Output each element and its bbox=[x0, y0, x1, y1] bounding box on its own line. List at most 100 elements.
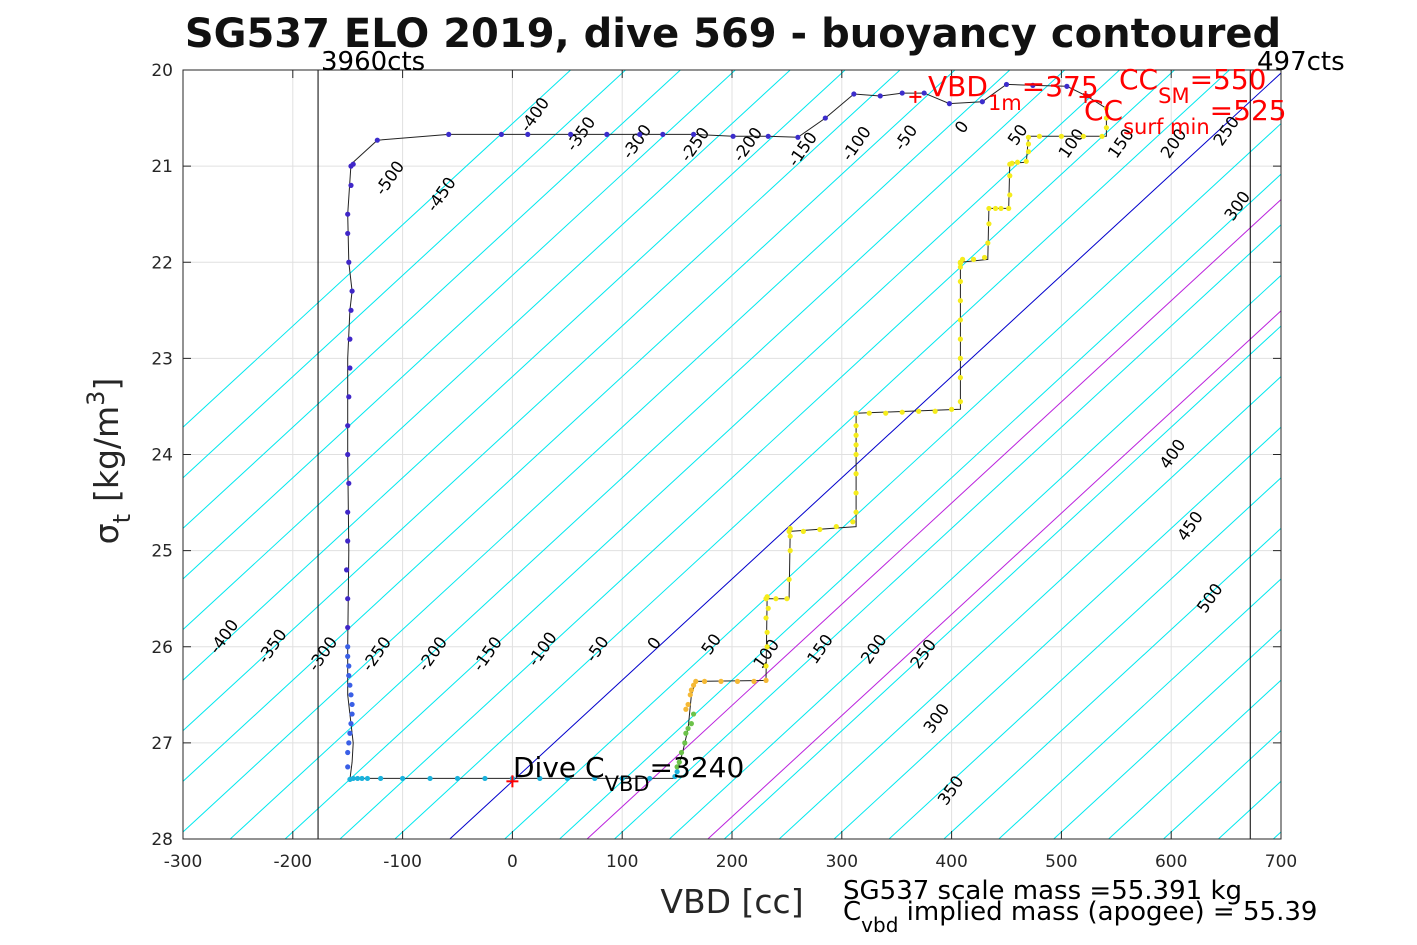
x-tick-label: -200 bbox=[274, 852, 313, 872]
data-point bbox=[374, 137, 380, 143]
y-axis-label-main: [kg/m bbox=[87, 406, 126, 502]
dive-cvbd-prefix: Dive C bbox=[513, 751, 605, 784]
axis-ticks: -300 -200 -100 0 100 200 300 400 500 600 700 20 21 22… bbox=[151, 61, 1297, 872]
data-point bbox=[482, 775, 488, 782]
vbd-1m-value: =375 bbox=[1022, 70, 1099, 103]
data-point bbox=[446, 131, 452, 138]
data-point bbox=[949, 406, 955, 412]
data-point bbox=[957, 336, 963, 342]
buoyancy-contour-line bbox=[284, 70, 1120, 839]
cc-sm-value: =550 bbox=[1190, 63, 1267, 96]
data-point bbox=[957, 355, 963, 361]
data-point bbox=[764, 629, 770, 635]
data-point bbox=[345, 653, 351, 659]
y-axis-label-close: ] bbox=[87, 378, 126, 391]
data-point bbox=[1023, 158, 1029, 164]
y-tick-label: 21 bbox=[151, 157, 173, 177]
buoyancy-contour-line bbox=[183, 70, 901, 732]
y-axis-label: σt [kg/m3] bbox=[82, 378, 136, 545]
data-point bbox=[959, 256, 966, 262]
data-point bbox=[957, 264, 963, 270]
right-limit-label: 497cts bbox=[1257, 47, 1345, 77]
y-tick-label: 22 bbox=[151, 253, 173, 273]
data-point bbox=[1058, 133, 1064, 139]
data-point bbox=[763, 615, 769, 621]
data-points bbox=[344, 81, 1110, 783]
data-point bbox=[899, 409, 905, 415]
data-point bbox=[364, 775, 371, 782]
data-point bbox=[345, 230, 351, 237]
data-point bbox=[682, 740, 688, 746]
y-axis-label-sub: t bbox=[108, 514, 136, 523]
data-point bbox=[765, 133, 771, 139]
left-limit-label: 3960cts bbox=[321, 47, 425, 77]
data-point bbox=[1080, 133, 1086, 139]
data-point bbox=[345, 644, 351, 650]
data-point bbox=[701, 678, 708, 684]
data-point bbox=[687, 692, 693, 698]
x-tick-label: 100 bbox=[606, 852, 638, 872]
vbd-1m-annotation: VBD1m=375 bbox=[928, 70, 1099, 115]
buoyancy-contour-line bbox=[183, 70, 791, 631]
cc-surf-sub: surf min bbox=[1123, 115, 1210, 139]
data-point bbox=[690, 711, 697, 717]
buoyancy-contour-line bbox=[559, 173, 1281, 839]
grid bbox=[183, 70, 1281, 839]
data-point bbox=[346, 480, 352, 486]
data-point bbox=[688, 721, 694, 727]
data-point bbox=[850, 519, 856, 525]
data-point bbox=[349, 701, 355, 708]
profile-line bbox=[347, 83, 1107, 780]
dive-cvbd-sub: VBD bbox=[605, 772, 650, 796]
data-point bbox=[784, 596, 790, 602]
cc-sm-annotation: CCSM=550 bbox=[1119, 63, 1266, 108]
red-marker bbox=[1079, 90, 1092, 103]
data-point bbox=[787, 525, 793, 532]
data-point bbox=[345, 624, 351, 631]
data-point bbox=[345, 764, 351, 770]
data-point bbox=[1025, 134, 1032, 140]
buoyancy-contour-line bbox=[339, 70, 1175, 839]
data-point bbox=[347, 682, 353, 688]
data-point bbox=[853, 442, 859, 448]
data-point bbox=[853, 509, 859, 515]
data-point bbox=[853, 423, 859, 429]
buoyancy-contour-line bbox=[183, 70, 681, 530]
buoyancy-contour-line bbox=[183, 70, 626, 479]
data-point bbox=[567, 131, 574, 138]
data-point bbox=[346, 740, 352, 746]
data-point bbox=[1030, 82, 1036, 88]
data-point bbox=[454, 775, 461, 782]
data-point bbox=[693, 678, 699, 684]
data-point bbox=[378, 775, 384, 782]
data-point bbox=[1099, 133, 1105, 139]
x-axis-label: VBD [cc] bbox=[660, 882, 803, 921]
data-point bbox=[345, 596, 351, 602]
data-point bbox=[853, 471, 859, 477]
implied-mass-sub: vbd bbox=[861, 913, 898, 937]
data-point bbox=[619, 775, 625, 782]
x-tick-label: 600 bbox=[1155, 852, 1187, 872]
buoyancy-contour-line bbox=[943, 527, 1281, 839]
data-point bbox=[345, 211, 351, 217]
buoyancy-contour-line bbox=[723, 325, 1281, 839]
data-point bbox=[349, 288, 355, 294]
data-point bbox=[345, 509, 351, 515]
data-point bbox=[683, 730, 689, 736]
data-point bbox=[344, 567, 350, 573]
y-tick-label: 20 bbox=[151, 61, 173, 81]
data-point bbox=[660, 131, 666, 138]
data-point bbox=[764, 644, 770, 650]
data-point bbox=[525, 131, 531, 138]
data-point bbox=[347, 336, 353, 342]
data-point bbox=[899, 90, 905, 96]
data-point bbox=[866, 410, 872, 416]
data-point bbox=[688, 687, 694, 693]
data-point bbox=[637, 131, 643, 138]
data-point bbox=[1103, 125, 1110, 131]
data-point bbox=[822, 115, 828, 121]
data-point bbox=[773, 596, 779, 602]
data-point bbox=[817, 526, 823, 533]
